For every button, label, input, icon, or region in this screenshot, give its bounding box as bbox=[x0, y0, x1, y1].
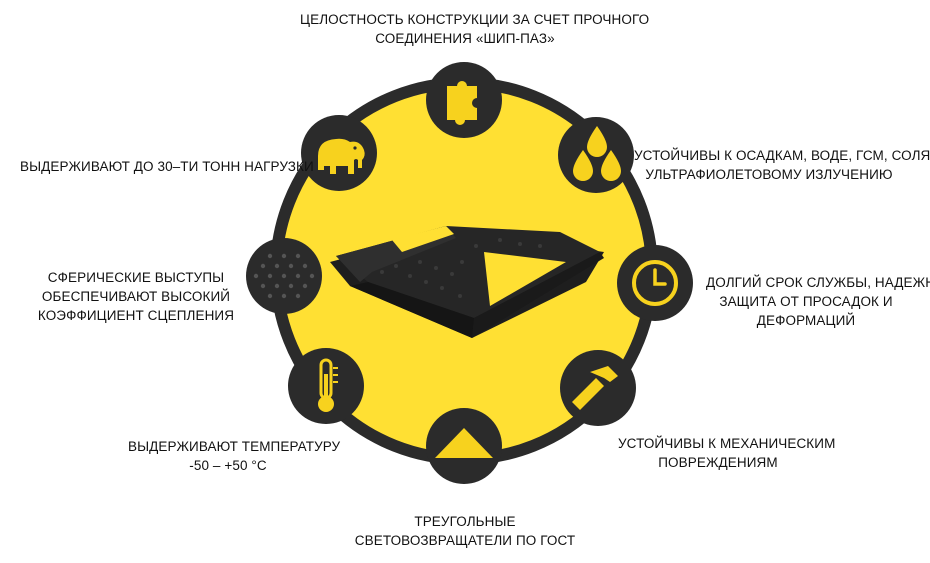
puzzle-icon bbox=[426, 62, 502, 138]
feature-label-structural-integrity: ЦЕЛОСТНОСТЬ КОНСТРУКЦИИ ЗА СЧЕТ ПРОЧНОГО… bbox=[300, 12, 650, 46]
feature-label-load-capacity: ВЫДЕРЖИВАЮТ ДО 30–ТИ ТОНН НАГРУЗКИ bbox=[20, 159, 314, 174]
hammer-icon bbox=[560, 350, 636, 426]
speed-bump-image bbox=[330, 226, 604, 338]
dotted-surface-icon bbox=[246, 238, 322, 314]
feature-label-weather-resistance: УСТОЙЧИВЫ К ОСАДКАМ, ВОДЕ, ГСМ, СОЛЯМИ У… bbox=[634, 148, 930, 182]
feature-label-temperature: ВЫДЕРЖИВАЮТ ТЕМПЕРАТУРУ -50 – +50 °С bbox=[128, 439, 341, 473]
thermometer-icon bbox=[288, 348, 364, 424]
feature-label-grip: СФЕРИЧЕСКИЕ ВЫСТУПЫ ОБЕСПЕЧИВАЮТ ВЫСОКИЙ… bbox=[37, 270, 235, 323]
feature-label-reflectors: ТРЕУГОЛЬНЫЕ СВЕТОВОЗВРАЩАТЕЛИ ПО ГОСТ bbox=[354, 514, 576, 548]
elephant-icon bbox=[301, 115, 377, 191]
clock-icon bbox=[617, 245, 693, 321]
feature-label-durability: ДОЛГИЙ СРОК СЛУЖБЫ, НАДЕЖНАЯ ЗАЩИТА ОТ П… bbox=[706, 275, 930, 328]
feature-label-mechanical-resistance: УСТОЙЧИВЫ К МЕХАНИЧЕСКИМ ПОВРЕЖДЕНИЯМ bbox=[618, 436, 836, 470]
triangle-reflector-icon bbox=[426, 408, 502, 484]
water-drops-icon bbox=[558, 117, 634, 193]
